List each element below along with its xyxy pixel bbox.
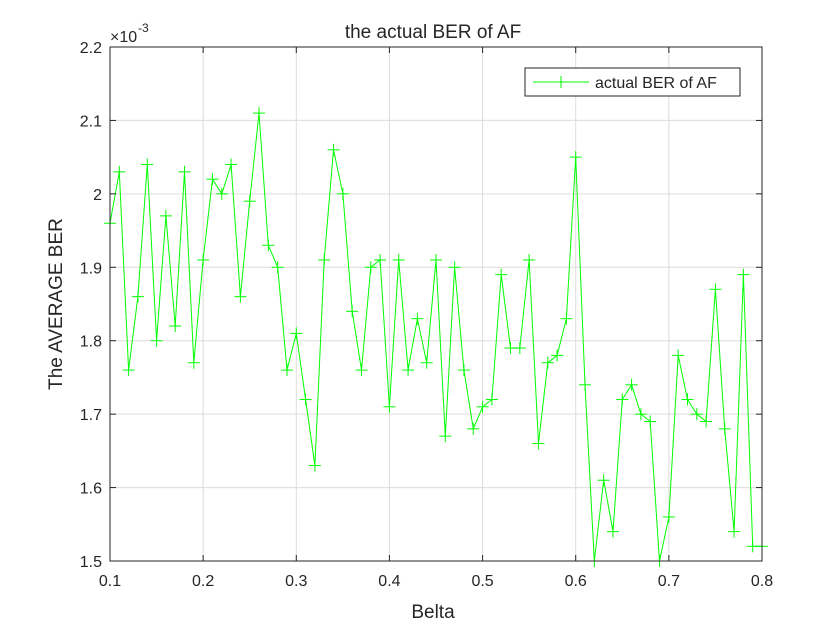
data-point xyxy=(187,356,200,369)
data-point xyxy=(234,290,247,303)
data-point xyxy=(402,364,415,377)
data-point xyxy=(644,415,657,428)
data-point xyxy=(467,422,480,435)
data-point xyxy=(690,408,703,421)
data-point xyxy=(253,107,266,120)
y-tick-label: 1.8 xyxy=(80,334,102,351)
x-tick-label: 0.6 xyxy=(565,573,587,590)
data-point xyxy=(737,268,750,281)
data-point xyxy=(159,209,172,222)
data-point xyxy=(374,253,387,266)
data-point xyxy=(541,356,554,369)
data-point xyxy=(327,143,340,156)
data-point xyxy=(346,305,359,318)
x-tick-label: 0.3 xyxy=(285,573,307,590)
legend: actual BER of AF xyxy=(524,67,741,97)
data-point xyxy=(523,253,536,266)
legend-label: actual BER of AF xyxy=(595,75,717,92)
data-point xyxy=(262,239,275,252)
data-point xyxy=(681,393,694,406)
data-point xyxy=(700,415,713,428)
data-point xyxy=(597,474,610,487)
data-point xyxy=(150,334,163,347)
x-tick-label: 0.5 xyxy=(471,573,493,590)
data-point xyxy=(430,253,442,266)
y-exponent-base: ×10 xyxy=(110,29,137,46)
y-tick-label: 1.7 xyxy=(80,407,102,424)
data-point xyxy=(411,312,424,325)
data-point xyxy=(290,327,303,340)
data-point xyxy=(122,364,135,377)
plot-area xyxy=(110,47,762,561)
data-point xyxy=(364,261,377,274)
data-point xyxy=(169,320,182,333)
data-point xyxy=(206,173,219,186)
x-tick-label: 0.2 xyxy=(192,573,214,590)
data-point xyxy=(485,393,498,406)
y-tick-label: 1.9 xyxy=(80,260,102,277)
data-point xyxy=(141,158,154,171)
data-point xyxy=(178,165,191,178)
data-point xyxy=(225,158,238,171)
x-tick-label: 0.8 xyxy=(751,573,773,590)
data-point xyxy=(448,261,461,274)
data-point xyxy=(513,342,526,355)
data-point xyxy=(318,253,331,266)
data-point xyxy=(672,349,685,362)
y-tick-label: 2 xyxy=(93,187,102,204)
data-point xyxy=(439,430,452,443)
data-point xyxy=(336,187,349,200)
data-point xyxy=(131,290,144,303)
data-point xyxy=(383,400,396,413)
data-point xyxy=(569,151,582,164)
y-tick-label: 1.5 xyxy=(80,554,102,571)
data-point xyxy=(551,349,564,362)
x-tick-label: 0.7 xyxy=(658,573,680,590)
data-point xyxy=(113,165,126,178)
plot-frame xyxy=(109,46,763,562)
data-point xyxy=(495,268,508,281)
tick-labels: 0.1 0.2 0.3 0.4 0.5 0.6 0.7 0.8 1.5 1.6 1.7 1.8 1.9 2… xyxy=(80,40,773,590)
data-point xyxy=(299,393,312,406)
data-point xyxy=(532,437,545,450)
data-point xyxy=(560,312,573,325)
data-point xyxy=(308,459,321,472)
y-tick-label: 2.1 xyxy=(80,113,102,130)
data-point xyxy=(662,510,675,523)
ticks xyxy=(109,46,763,562)
y-tick-label: 1.6 xyxy=(80,481,102,498)
data-point xyxy=(215,187,228,200)
chart-title: the actual BER of AF xyxy=(345,22,521,43)
x-tick-label: 0.4 xyxy=(378,573,400,590)
data-point xyxy=(606,525,619,538)
data-point xyxy=(634,408,647,421)
x-tick-label: 0.1 xyxy=(99,573,121,590)
x-axis-label: Belta xyxy=(411,602,455,623)
data-point xyxy=(355,364,368,377)
data-point xyxy=(718,422,731,435)
data-point xyxy=(392,253,405,266)
data-point xyxy=(476,400,489,413)
data-point xyxy=(709,283,722,296)
data-point xyxy=(197,253,210,266)
y-exponent-power: -3 xyxy=(138,21,149,35)
data-point xyxy=(728,525,741,538)
data-point xyxy=(457,364,470,377)
data-point xyxy=(579,378,592,391)
series-layer xyxy=(104,107,768,567)
data-point xyxy=(271,261,284,274)
data-point xyxy=(616,393,629,406)
data-point xyxy=(280,364,293,377)
data-point xyxy=(625,378,638,391)
y-axis-label: The AVERAGE BER xyxy=(46,218,67,390)
data-point xyxy=(243,195,256,208)
y-tick-label: 2.2 xyxy=(80,40,102,57)
data-point xyxy=(420,356,433,369)
